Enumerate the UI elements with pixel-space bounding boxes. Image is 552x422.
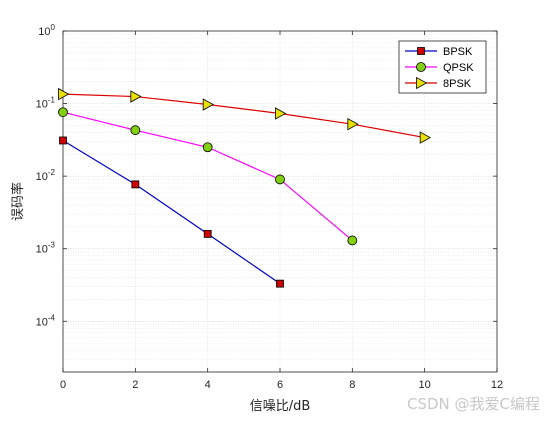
series-bpsk bbox=[59, 136, 284, 288]
data-point-bpsk bbox=[59, 136, 67, 145]
y-tick-label: 10-3 bbox=[36, 241, 56, 256]
data-point-bpsk bbox=[276, 279, 284, 288]
y-tick-label: 10-1 bbox=[36, 96, 56, 111]
y-tick-label: 100 bbox=[38, 23, 55, 38]
watermark: CSDN @我爱C编程 bbox=[406, 395, 540, 413]
data-point-8psk bbox=[58, 87, 70, 101]
data-point-qpsk bbox=[202, 142, 213, 153]
data-point-bpsk bbox=[203, 229, 212, 238]
x-tick-label: 6 bbox=[277, 379, 283, 391]
data-point-bpsk bbox=[131, 180, 140, 189]
data-point-8psk bbox=[419, 131, 431, 144]
series-line-bpsk bbox=[62, 139, 281, 285]
series-line-8psk bbox=[62, 93, 425, 139]
data-point-qpsk bbox=[130, 125, 141, 136]
x-tick-label: 12 bbox=[491, 379, 503, 391]
data-point-qpsk bbox=[58, 107, 68, 118]
x-tick-label: 0 bbox=[60, 379, 66, 391]
data-point-qpsk bbox=[347, 235, 358, 246]
legend-marker-8psk bbox=[416, 76, 428, 90]
x-tick-label: 2 bbox=[132, 379, 138, 391]
x-axis-label: 信噪比/dB bbox=[250, 399, 311, 414]
legend-marker-bpsk bbox=[417, 47, 425, 55]
data-point-8psk bbox=[275, 107, 287, 120]
legend-marker-qpsk bbox=[416, 62, 426, 72]
series-qpsk bbox=[58, 107, 358, 246]
series-layer bbox=[58, 87, 431, 288]
x-tick-label: 4 bbox=[205, 379, 211, 391]
series-8psk bbox=[58, 87, 431, 144]
legend-label-8psk: 8PSK bbox=[443, 78, 472, 90]
data-point-8psk bbox=[130, 90, 142, 103]
y-tick-label: 10-2 bbox=[36, 168, 56, 183]
legend-label-bpsk: BPSK bbox=[443, 46, 473, 58]
y-axis-label: 误码率 bbox=[10, 182, 26, 221]
x-tick-label: 10 bbox=[419, 379, 431, 391]
legend: BPSK QPSK 8PSK bbox=[398, 40, 487, 94]
axis-ticks: 0 2 4 6 8 10 12 100 10-1 10-2 10-3 10-4 bbox=[36, 23, 504, 391]
data-point-8psk bbox=[347, 118, 359, 131]
data-point-8psk bbox=[202, 98, 214, 111]
y-tick-label: 10-4 bbox=[36, 313, 56, 328]
data-point-qpsk bbox=[275, 174, 285, 185]
x-tick-label: 8 bbox=[349, 379, 355, 391]
legend-label-qpsk: QPSK bbox=[443, 62, 474, 74]
